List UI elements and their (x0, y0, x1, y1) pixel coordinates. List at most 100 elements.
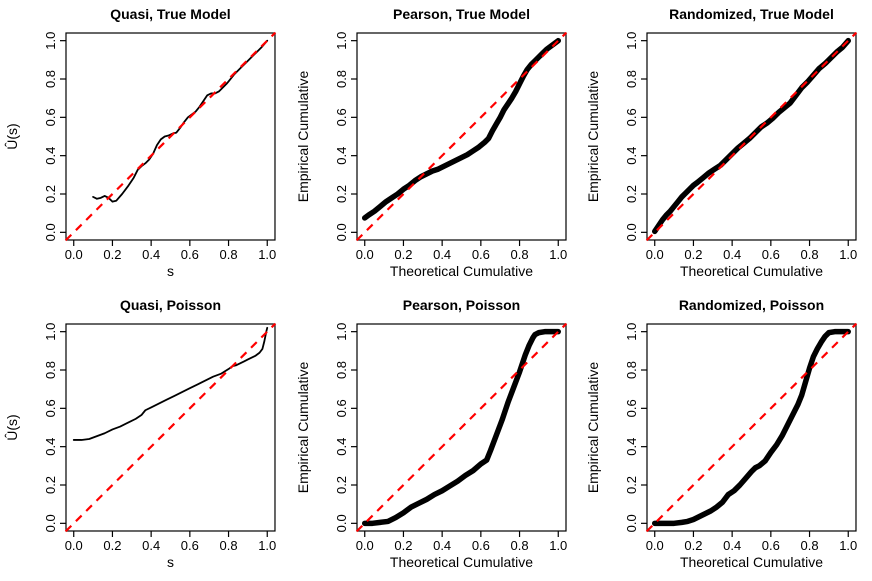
panel-quasi-poisson: Quasi, Poisson s Û(s) 0.0 0.2 0.4 0.6 0.8 1.0… (4, 297, 276, 570)
x-tick-label: 0.0 (646, 247, 664, 262)
x-tick-label: 1.0 (549, 247, 567, 262)
x-tick-label: 0.2 (103, 247, 121, 262)
x-tick-label: 0.6 (471, 247, 489, 262)
x-tick-label: 0.4 (723, 537, 741, 552)
plot-box (65, 32, 276, 241)
y-tick-label: 1.0 (43, 322, 58, 340)
x-tick-label: 1.0 (549, 538, 567, 553)
y-tick-label: 0.4 (43, 147, 58, 165)
y-tick-label: 0.4 (624, 147, 639, 165)
plot-region: 0.0 0.2 0.4 0.6 0.8 1.0 0.0 0.2 0.4 0.6 0.8 1.0 (334, 322, 567, 552)
y-tick-label: 0.0 (334, 223, 349, 241)
x-tick-label: 0.8 (510, 247, 528, 262)
y-tick-label: 0.8 (624, 70, 639, 88)
y-tick-label: 1.0 (334, 32, 349, 50)
x-tick-label: 0.0 (646, 537, 664, 552)
y-axis-label: Û(s) (4, 123, 20, 149)
plot-region: 0.0 0.2 0.4 0.6 0.8 1.0 0.0 0.2 0.4 0.6 0.8 1.0 (334, 32, 567, 262)
y-tick-label: 0.2 (334, 475, 349, 493)
y-axis-label: Empirical Cumulative (585, 71, 601, 203)
y-axis-label: Empirical Cumulative (585, 361, 601, 493)
y-tick-label: 0.4 (334, 147, 349, 165)
y-tick-label: 0.0 (43, 514, 58, 532)
plot-region: 0.0 0.2 0.4 0.6 0.8 1.0 0.0 0.2 0.4 0.6 0.8 1.0 (624, 32, 857, 262)
panel-pearson-true-model: Pearson, True Model Theoretical Cumulati… (295, 6, 567, 279)
panel-quasi-true-model: Quasi, True Model s Û(s) 0.0 0.2 0.4 0.6 0.8… (4, 6, 276, 279)
x-tick-label: 0.4 (433, 247, 451, 262)
plot-box (356, 322, 567, 532)
y-tick-label: 0.8 (334, 70, 349, 88)
plot-box (646, 322, 857, 532)
x-tick-label: 0.8 (801, 537, 819, 552)
empirical-cdf-points (652, 328, 852, 526)
y-axis-label: Û(s) (4, 414, 20, 440)
y-tick-label: 0.2 (334, 185, 349, 203)
x-axis-label: Theoretical Cumulative (390, 263, 533, 279)
y-tick-label: 0.6 (334, 399, 349, 417)
y-tick-label: 0.2 (624, 475, 639, 493)
y-tick-label: 0.8 (43, 70, 58, 88)
x-tick-label: 0.6 (181, 247, 199, 262)
y-tick-label: 0.8 (43, 360, 58, 378)
y-tick-label: 0.6 (624, 108, 639, 126)
y-tick-label: 0.6 (334, 108, 349, 126)
plot-region: 0.0 0.2 0.4 0.6 0.8 1.0 0.0 0.2 0.4 0.6 0.8 1.0 (624, 322, 857, 552)
x-tick-label: 1.0 (840, 247, 858, 262)
plot-box (356, 32, 567, 241)
quasi-score-curve (92, 39, 269, 203)
x-tick-label: 0.8 (510, 538, 528, 553)
x-tick-label: 1.0 (258, 247, 276, 262)
x-tick-label: 0.6 (181, 537, 199, 552)
x-tick-label: 0.8 (801, 247, 819, 262)
panel-randomized-true-model: Randomized, True Model Theoretical Cumul… (585, 6, 857, 279)
y-tick-label: 0.2 (624, 185, 639, 203)
x-tick-label: 0.0 (65, 247, 83, 262)
y-tick-label: 0.4 (624, 437, 639, 455)
empirical-cdf-points (361, 328, 561, 526)
x-tick-label: 0.6 (762, 247, 780, 262)
x-tick-label: 0.6 (762, 537, 780, 552)
plot-region: 0.0 0.2 0.4 0.6 0.8 1.0 0.0 0.2 0.4 0.6 0.8 1.0 (43, 322, 276, 552)
y-tick-label: 0.4 (334, 437, 349, 455)
x-tick-label: 0.2 (685, 537, 703, 552)
x-tick-label: 0.4 (433, 538, 451, 553)
x-tick-label: 0.6 (471, 538, 489, 553)
x-axis-label: s (167, 263, 174, 279)
x-tick-label: 0.4 (142, 537, 160, 552)
y-tick-label: 1.0 (334, 322, 349, 340)
y-tick-label: 0.6 (624, 399, 639, 417)
y-axis-label: Empirical Cumulative (295, 71, 311, 203)
identity-reference-line (646, 31, 858, 242)
chart-title: Quasi, Poisson (120, 297, 221, 313)
x-tick-label: 0.8 (220, 537, 238, 552)
x-tick-label: 0.0 (65, 537, 83, 552)
y-tick-label: 0.8 (624, 360, 639, 378)
x-tick-label: 1.0 (840, 537, 858, 552)
plot-box (65, 322, 276, 532)
y-tick-label: 0.2 (43, 185, 58, 203)
x-tick-label: 0.4 (142, 247, 160, 262)
panel-pearson-poisson: Pearson, Poisson Theoretical Cumulative … (295, 297, 567, 570)
identity-reference-line (64, 322, 277, 532)
panel-randomized-poisson: Randomized, Poisson Theoretical Cumulati… (585, 297, 857, 570)
x-tick-label: 0.8 (220, 247, 238, 262)
plot-box (646, 32, 857, 241)
chart-title: Quasi, True Model (110, 6, 230, 22)
quasi-score-curve (72, 326, 269, 441)
chart-title: Randomized, True Model (669, 6, 834, 22)
identity-reference-line (355, 31, 567, 242)
y-tick-label: 0.4 (43, 437, 58, 455)
chart-title: Randomized, Poisson (679, 297, 824, 313)
y-tick-label: 1.0 (43, 32, 58, 50)
x-tick-label: 0.0 (355, 247, 373, 262)
x-tick-label: 0.2 (394, 247, 412, 262)
x-axis-label: Theoretical Cumulative (680, 263, 823, 279)
x-tick-label: 0.2 (103, 537, 121, 552)
identity-reference-line (355, 322, 567, 532)
y-tick-label: 0.0 (334, 514, 349, 532)
x-axis-label: Theoretical Cumulative (390, 554, 533, 570)
chart-title: Pearson, Poisson (402, 297, 519, 313)
x-axis-label: Theoretical Cumulative (680, 553, 823, 569)
y-tick-label: 0.0 (43, 223, 58, 241)
